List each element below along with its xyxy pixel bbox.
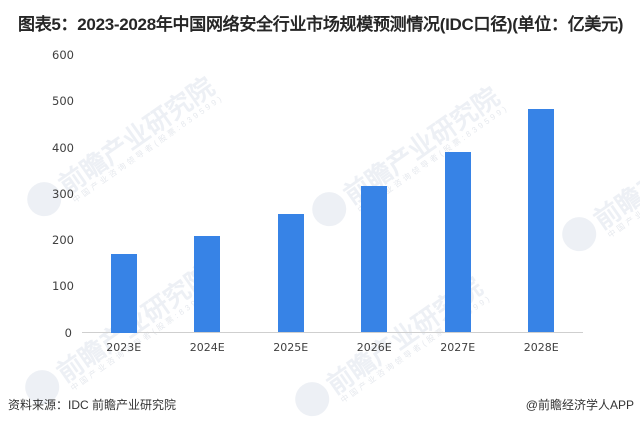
chart-title: 图表5：2023-2028年中国网络安全行业市场规模预测情况(IDC口径)(单位… bbox=[18, 15, 624, 34]
y-tick-label: 100 bbox=[52, 279, 74, 294]
y-tick-label: 200 bbox=[52, 233, 74, 247]
x-tick-label: 2028E bbox=[523, 341, 559, 354]
y-tick-label: 600 bbox=[52, 48, 74, 62]
x-tick-label: 2023E bbox=[106, 341, 142, 354]
bar-2023E bbox=[110, 253, 137, 333]
y-tick-label: 400 bbox=[52, 140, 74, 155]
x-tick-label: 2024E bbox=[189, 341, 225, 354]
y-tick-label: 300 bbox=[52, 186, 74, 201]
credit-note: @前瞻经济学人APP bbox=[525, 398, 634, 412]
x-tick-label: 2027E bbox=[440, 341, 476, 354]
x-tick-label: 2025E bbox=[273, 341, 309, 354]
source-note: 资料来源：IDC 前瞻产业研究院 bbox=[8, 398, 177, 412]
y-tick-label: 500 bbox=[52, 94, 74, 109]
bar-2026E bbox=[361, 185, 388, 333]
bar-2025E bbox=[277, 213, 304, 333]
x-axis-line bbox=[82, 332, 583, 333]
y-tick-label: 0 bbox=[64, 325, 72, 340]
x-tick-label: 2026E bbox=[356, 341, 392, 354]
bar-2028E bbox=[528, 108, 555, 333]
bar-2024E bbox=[194, 235, 221, 333]
bar-2027E bbox=[444, 151, 471, 333]
